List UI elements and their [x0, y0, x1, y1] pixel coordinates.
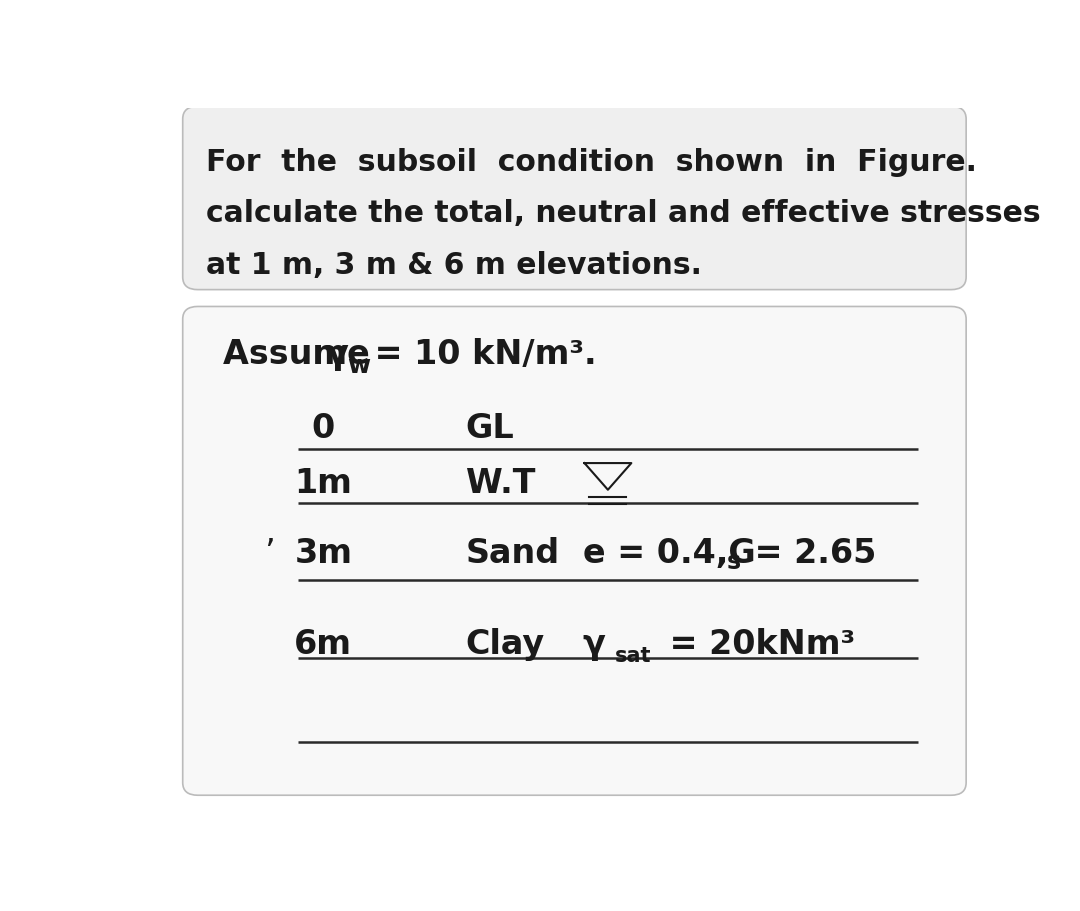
Text: Sand: Sand: [465, 537, 559, 569]
Text: 1m: 1m: [295, 466, 352, 499]
Text: 0: 0: [312, 412, 335, 445]
Text: = 10 kN/m³.: = 10 kN/m³.: [363, 337, 596, 370]
Text: γ: γ: [325, 337, 348, 370]
Text: For  the  subsoil  condition  shown  in  Figure.: For the subsoil condition shown in Figur…: [206, 148, 977, 177]
Text: W.T: W.T: [465, 466, 535, 499]
Text: GL: GL: [465, 412, 514, 445]
Text: = 2.65: = 2.65: [743, 537, 877, 569]
Text: = 20kNm³: = 20kNm³: [658, 628, 855, 660]
Text: at 1 m, 3 m & 6 m elevations.: at 1 m, 3 m & 6 m elevations.: [206, 251, 702, 280]
Text: sat: sat: [615, 645, 651, 665]
FancyBboxPatch shape: [183, 107, 967, 291]
Text: s: s: [727, 549, 741, 574]
Text: calculate the total, neutral and effective stresses: calculate the total, neutral and effecti…: [206, 200, 1041, 228]
FancyBboxPatch shape: [183, 307, 967, 795]
Text: e = 0.4,G: e = 0.4,G: [583, 537, 756, 569]
Text: 6m: 6m: [295, 628, 352, 660]
Text: Clay: Clay: [465, 628, 544, 660]
Text: w: w: [347, 354, 369, 378]
Text: 3m: 3m: [295, 537, 352, 569]
Text: ’: ’: [264, 537, 274, 569]
Text: γ: γ: [583, 628, 606, 660]
Text: Assume: Assume: [222, 337, 381, 370]
